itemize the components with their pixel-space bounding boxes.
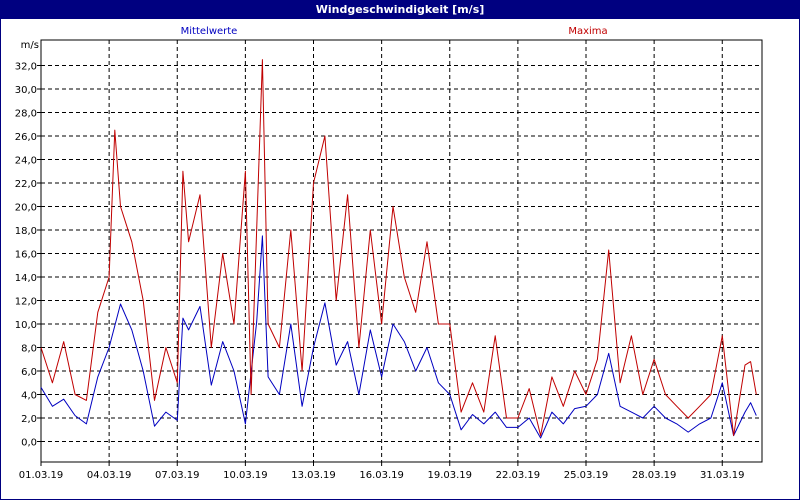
y-tick-label: 8,0 xyxy=(21,344,37,355)
y-tick-label: 6,0 xyxy=(21,367,37,378)
y-tick-label: 22,0 xyxy=(15,179,37,190)
y-tick-label: 28,0 xyxy=(15,109,37,120)
x-tick-label: 19.03.19 xyxy=(427,470,472,481)
y-tick-label: 4,0 xyxy=(21,391,37,402)
legend-mittelwerte: Mittelwerte xyxy=(181,26,238,37)
series-maxima-line xyxy=(40,59,757,437)
y-tick-label: 10,0 xyxy=(15,320,37,331)
series-layer xyxy=(40,59,757,439)
x-tick-label: 13.03.19 xyxy=(291,470,336,481)
x-tick-label: 22.03.19 xyxy=(496,470,541,481)
y-tick-label: 14,0 xyxy=(15,273,37,284)
y-tick-label: 18,0 xyxy=(15,226,37,237)
series-mittelwerte-line xyxy=(40,235,757,439)
x-tick-label: 10.03.19 xyxy=(223,470,268,481)
y-tick-label: 24,0 xyxy=(15,156,37,167)
tick-labels: 0,0 2,0 4,0 6,0 8,0 10,0 12,0 14,0 16,0 18,0 20,0 2… xyxy=(15,62,745,482)
y-tick-label: 16,0 xyxy=(15,250,37,261)
y-tick-label: 2,0 xyxy=(21,414,37,425)
y-tick-label: 32,0 xyxy=(15,62,37,73)
x-tick-label: 25.03.19 xyxy=(564,470,609,481)
x-tick-label: 01.03.19 xyxy=(19,470,64,481)
y-tick-label: 0,0 xyxy=(21,438,37,449)
legend-maxima: Maxima xyxy=(568,26,607,37)
plot-area xyxy=(40,39,763,463)
x-tick-label: 04.03.19 xyxy=(87,470,132,481)
grid-lines xyxy=(40,40,762,462)
x-tick-label: 16.03.19 xyxy=(359,470,404,481)
y-tick-label: 20,0 xyxy=(15,203,37,214)
y-tick-label: 12,0 xyxy=(15,297,37,308)
x-tick-label: 28.03.19 xyxy=(632,470,677,481)
y-axis-unit-label: m/s xyxy=(21,40,39,51)
x-tick-label: 31.03.19 xyxy=(700,470,745,481)
y-tick-label: 30,0 xyxy=(15,85,37,96)
x-tick-label: 07.03.19 xyxy=(155,470,200,481)
chart-title: Windgeschwindigkeit [m/s] xyxy=(1,1,799,19)
y-tick-label: 26,0 xyxy=(15,132,37,143)
